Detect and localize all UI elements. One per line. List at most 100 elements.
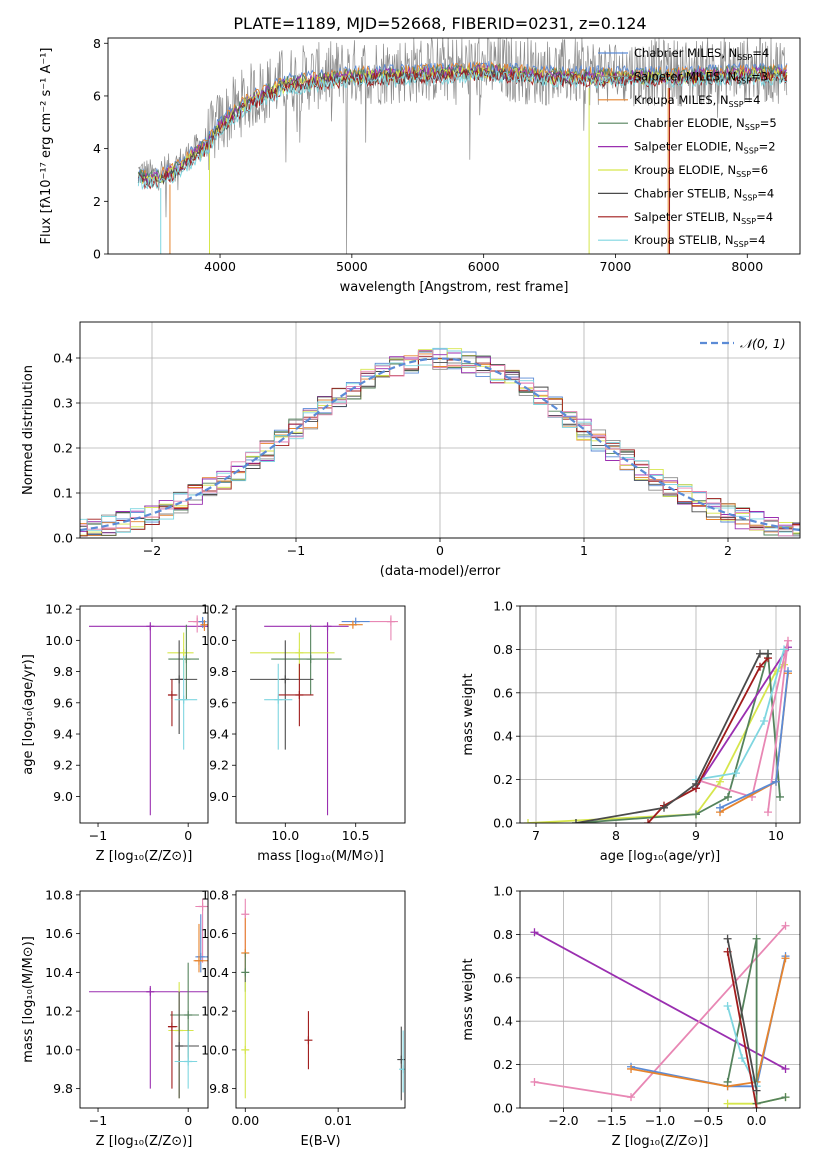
normal-distribution-curve	[80, 357, 800, 532]
y-tick-label: 0.2	[493, 772, 513, 787]
mass-weight-marker	[627, 1064, 636, 1073]
legend-subscript: SSP	[744, 147, 759, 156]
mass-weight-marker	[781, 1064, 790, 1073]
plot-area	[530, 921, 790, 1108]
legend-entry: Kroupa MILES, NSSP=4	[634, 93, 760, 109]
axes-frame	[519, 605, 801, 824]
axes-frame	[235, 890, 406, 1109]
mass-weight-marker	[752, 1086, 761, 1095]
y-tick-label: 10.6	[45, 926, 73, 941]
y-tick-label: 9.4	[53, 727, 73, 742]
plot-area	[89, 898, 208, 1099]
legend-name: Chabrier MILES, N	[634, 46, 737, 60]
mass-weight-marker	[756, 649, 764, 658]
x-axis-label: mass [log₁₀(M/M⊙)]	[257, 849, 384, 864]
legend-subscript: SSP	[736, 170, 751, 179]
mass-weight-marker	[772, 777, 780, 786]
residual-histogram-step	[80, 349, 800, 534]
mass-weight-marker	[572, 819, 580, 823]
x-tick-label: −1	[287, 543, 305, 558]
data-point-marker	[194, 956, 203, 965]
data-point-marker	[175, 675, 184, 684]
massweight-vs-z-panel: −2.0 −1.5 −1.0 −0.5 0.0 0.0 0.2 0.4 0.6 0.8 1.0 Z […	[461, 884, 801, 1149]
x-tick-label: 0.0	[747, 1113, 767, 1128]
x-tick-label: 5000	[336, 259, 368, 274]
mass-weight-marker	[530, 1077, 539, 1086]
legend-entry: Kroupa STELIB, NSSP=4	[634, 233, 765, 249]
y-tick-label: 0.0	[53, 531, 73, 546]
legend-count: =4	[756, 210, 773, 224]
x-tick-label: 10	[768, 828, 784, 843]
axes-frame	[235, 605, 406, 824]
mass-weight-marker	[764, 649, 772, 658]
data-point-marker	[146, 987, 155, 996]
mass-weight-marker	[776, 792, 784, 801]
legend-count: =2	[759, 140, 776, 154]
y-tick-label: 9.0	[53, 789, 73, 804]
x-tick-label: 10.0	[271, 828, 299, 843]
mass-weight-marker	[724, 792, 732, 801]
data-point-marker	[175, 1042, 184, 1050]
plot-area	[241, 898, 405, 1101]
y-tick-label: 0.0	[493, 816, 513, 831]
data-point-marker	[196, 952, 205, 961]
plot-area	[89, 615, 208, 816]
y-tick-label: 9.2	[209, 758, 229, 773]
data-point-marker	[146, 622, 155, 631]
mass-weight-marker	[752, 1104, 761, 1108]
data-point-marker	[274, 695, 283, 704]
mass-weight-marker	[716, 777, 724, 786]
y-tick-label: 0.1	[53, 486, 73, 501]
y-tick-label: 0.4	[493, 729, 513, 744]
legend-count: =4	[752, 46, 769, 60]
x-tick-label: 0	[184, 1113, 192, 1128]
y-tick-label: 9.8	[53, 1081, 73, 1096]
x-axis-label: wavelength [Angstrom, rest frame]	[340, 280, 569, 295]
legend-subscript: SSP	[729, 100, 744, 109]
legend-entry: 𝒩(0, 1)	[740, 336, 786, 351]
x-tick-label: 2	[724, 543, 732, 558]
mass-weight-line	[695, 640, 789, 813]
mass-weight-marker	[752, 934, 761, 943]
y-tick-label: 6	[93, 88, 101, 103]
x-tick-label: 7	[532, 828, 540, 843]
y-axis-label: age [log₁₀(age/yr)]	[21, 654, 36, 775]
data-point-marker	[386, 617, 395, 626]
figure-title: PLATE=1189, MJD=52668, FIBERID=0231, z=0…	[233, 14, 646, 33]
plot-area	[524, 636, 792, 823]
model-spectrum-line	[137, 69, 788, 191]
data-point-marker	[397, 1055, 405, 1064]
x-axis-label: Z [log₁₀(Z/Z⊙)]	[96, 1134, 193, 1149]
mass-vs-z-panel: −1 0 9.8 10.0 10.2 10.4 10.6 10.8 Z [log₁₀(Z/Z⊙)…	[21, 887, 209, 1149]
legend-name: Salpeter ELODIE, N	[634, 140, 744, 154]
mass-vs-ebv-panel: 0.00 0.01 9.8 10.0 10.2 10.4 10.6 10.8 E(B-V)	[201, 887, 406, 1149]
mass-weight-marker	[692, 810, 700, 819]
x-tick-label: −2	[143, 543, 161, 558]
y-tick-label: 9.4	[209, 727, 229, 742]
y-tick-label: 4	[93, 141, 101, 156]
x-axis-label: E(B-V)	[300, 1134, 340, 1149]
y-tick-label: 10.2	[45, 602, 73, 617]
legend-name: Salpeter MILES, N	[634, 69, 736, 83]
legend-name: Kroupa ELODIE, N	[634, 163, 736, 177]
data-point-marker	[281, 675, 290, 684]
data-point-marker	[304, 1036, 313, 1045]
legend-entry: Chabrier ELODIE, NSSP=5	[634, 116, 777, 132]
x-tick-label: 10.5	[342, 828, 370, 843]
y-tick-label: 0.6	[493, 685, 513, 700]
legend-subscript: SSP	[736, 76, 751, 85]
x-tick-label: 0	[184, 828, 192, 843]
legend-entry: Salpeter STELIB, NSSP=4	[634, 210, 773, 226]
x-tick-label: 9	[692, 828, 700, 843]
mass-weight-marker	[784, 667, 792, 676]
y-tick-label: 0.2	[493, 1057, 513, 1072]
x-tick-label: −1.5	[597, 1113, 627, 1128]
y-tick-label: 0.4	[53, 351, 73, 366]
legend-entry: Salpeter ELODIE, NSSP=2	[634, 140, 776, 156]
mass-weight-marker	[530, 928, 539, 937]
y-tick-label: 10.0	[201, 1042, 229, 1057]
y-tick-label: 1.0	[493, 599, 513, 614]
mass-weight-marker	[781, 954, 790, 963]
x-tick-label: 0.01	[324, 1113, 352, 1128]
